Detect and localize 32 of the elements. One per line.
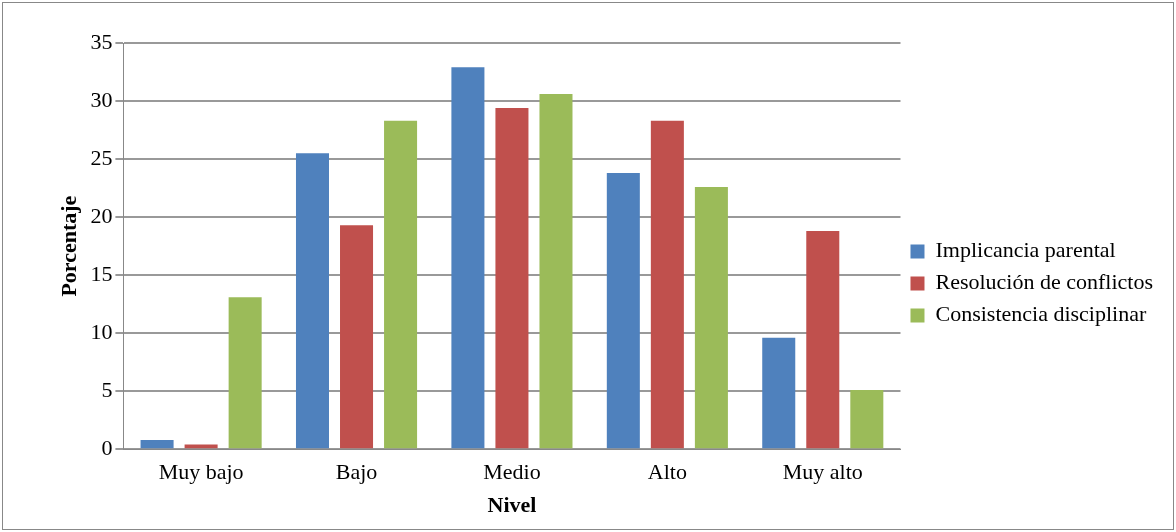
bar: [606, 172, 640, 449]
bar: [762, 337, 796, 449]
x-axis-title: Nivel: [487, 492, 537, 518]
bar: [539, 94, 573, 449]
legend-label: Implicancia parental: [935, 237, 1116, 263]
bar: [295, 153, 330, 449]
x-tick-label: Muy bajo: [158, 459, 244, 485]
y-tick-label: 15: [90, 260, 113, 286]
bar: [806, 231, 840, 449]
y-tick-label: 30: [90, 86, 113, 112]
bar: [228, 297, 262, 449]
bar: [650, 120, 684, 449]
y-tick-label: 5: [101, 376, 113, 402]
bar: [140, 439, 174, 449]
x-tick-label: Medio: [483, 459, 541, 485]
bar: [451, 67, 485, 449]
bar: [384, 120, 418, 449]
bar: [340, 225, 374, 449]
y-tick-label: 10: [90, 318, 113, 344]
y-tick-label: 20: [90, 202, 113, 228]
bar: [694, 186, 728, 449]
y-tick-label: 0: [101, 434, 113, 460]
y-axis-title: Porcentaje: [55, 195, 81, 297]
y-tick-label: 35: [90, 28, 113, 54]
bar: [850, 390, 884, 449]
y-tick-label: 25: [90, 144, 113, 170]
legend-label: Consistencia disciplinar: [935, 301, 1147, 327]
x-tick-label: Muy alto: [782, 459, 863, 485]
x-tick-label: Bajo: [335, 459, 378, 485]
legend-label: Resolución de conflictos: [935, 269, 1154, 295]
x-tick-label: Alto: [647, 459, 687, 485]
bar: [495, 107, 529, 449]
